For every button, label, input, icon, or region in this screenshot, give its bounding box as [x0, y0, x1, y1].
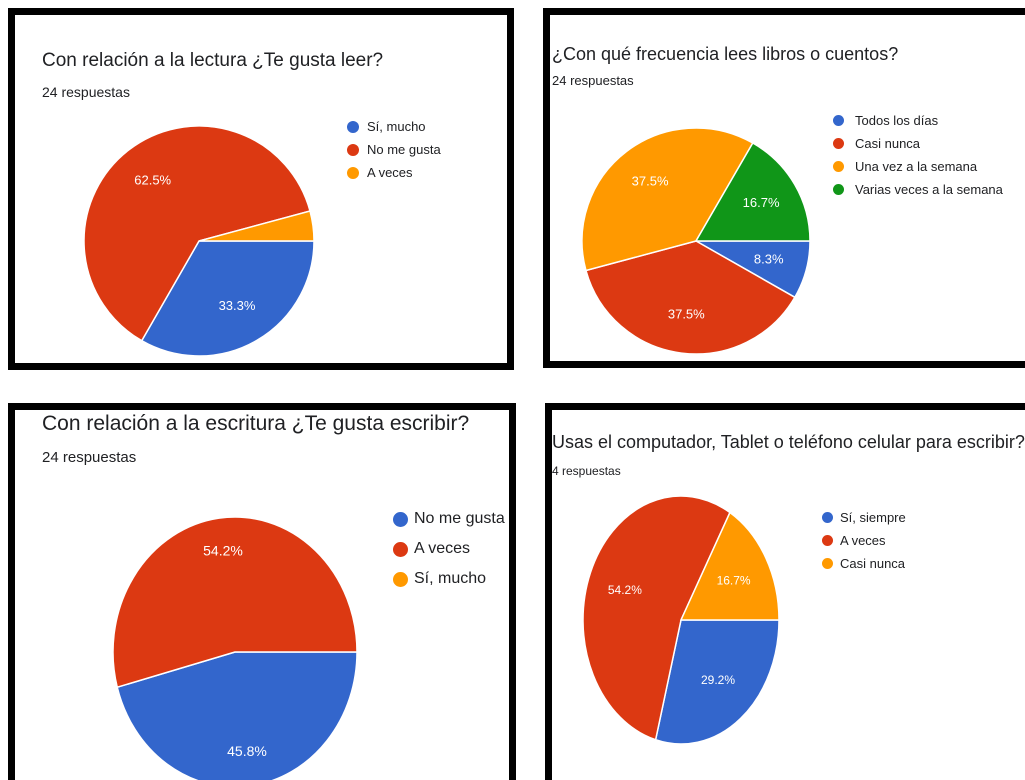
- slice-label: 16.7%: [717, 574, 751, 588]
- pie-slice[interactable]: [679, 511, 780, 621]
- slice-label: 8.3%: [754, 252, 784, 267]
- legend-swatch: [833, 138, 844, 149]
- legend-swatch: [393, 511, 408, 527]
- legend-swatch: [833, 184, 844, 195]
- pie-slice[interactable]: [112, 516, 358, 689]
- chart-panel-frecuencia: ¿Con qué frecuencia lees libros o cuento…: [543, 8, 1025, 368]
- pie-slice[interactable]: [582, 495, 731, 741]
- legend-swatch: [393, 571, 408, 587]
- legend-label: A veces: [840, 533, 886, 548]
- legend: Todos los días Casi nunca Una vez a la s…: [833, 109, 1003, 201]
- legend-label: Todos los días: [855, 113, 939, 128]
- legend-label: No me gusta: [414, 510, 505, 527]
- pie-slice[interactable]: [581, 127, 754, 272]
- pie-slice[interactable]: [116, 651, 358, 780]
- legend-swatch: [347, 143, 359, 156]
- response-count: 4 respuestas: [552, 464, 621, 478]
- pie-slice[interactable]: [198, 210, 315, 242]
- slice-label: 29.2%: [701, 673, 735, 687]
- legend-item[interactable]: A veces: [347, 161, 441, 184]
- legend-swatch: [347, 120, 359, 133]
- legend-label: A veces: [414, 540, 471, 557]
- legend-swatch: [347, 166, 359, 179]
- pie-slice[interactable]: [83, 125, 311, 342]
- pie-chart: 45.8% 54.2%: [112, 516, 358, 780]
- legend-item[interactable]: Casi nunca: [833, 132, 1003, 155]
- pie-slice[interactable]: [585, 240, 796, 355]
- legend-swatch: [833, 161, 844, 172]
- pie-chart: 33.3% 62.5%: [83, 125, 315, 357]
- legend-item[interactable]: A veces: [822, 529, 906, 552]
- slice-label: 54.2%: [203, 542, 243, 558]
- legend: Sí, siempre A veces Casi nunca: [822, 506, 906, 575]
- legend-item[interactable]: No me gusta: [347, 138, 441, 161]
- response-count: 24 respuestas: [42, 449, 137, 466]
- slice-label: 45.8%: [227, 743, 267, 759]
- pie-slice[interactable]: [654, 619, 780, 745]
- pie-slice[interactable]: [694, 141, 811, 242]
- slice-label: 62.5%: [134, 172, 171, 187]
- response-count: 24 respuestas: [42, 84, 130, 100]
- legend-label: Sí, mucho: [367, 119, 426, 134]
- legend-label: Casi nunca: [855, 136, 921, 151]
- legend-item[interactable]: Todos los días: [833, 109, 1003, 132]
- legend-label: Una vez a la semana: [855, 159, 978, 174]
- chart-panel-lectura: Con relación a la lectura ¿Te gusta leer…: [8, 8, 514, 370]
- legend-item[interactable]: A veces: [393, 534, 505, 564]
- pie-slice[interactable]: [140, 240, 315, 357]
- legend-item[interactable]: Sí, siempre: [822, 506, 906, 529]
- slice-label: 33.3%: [219, 298, 256, 313]
- legend-label: Varias veces a la semana: [855, 182, 1003, 197]
- legend-item[interactable]: Varias veces a la semana: [833, 178, 1003, 201]
- legend-label: Sí, siempre: [840, 510, 906, 525]
- pie-chart: 8.3% 37.5% 37.5% 16.7%: [581, 127, 811, 355]
- legend-swatch: [822, 512, 833, 523]
- legend-item[interactable]: Una vez a la semana: [833, 155, 1003, 178]
- legend: No me gusta A veces Sí, mucho: [393, 504, 505, 594]
- response-count: 24 respuestas: [552, 73, 634, 88]
- legend-item[interactable]: No me gusta: [393, 504, 505, 534]
- chart-panel-escritura: Con relación a la escritura ¿Te gusta es…: [8, 403, 516, 780]
- legend-item[interactable]: Sí, mucho: [393, 564, 505, 594]
- legend-item[interactable]: Casi nunca: [822, 552, 906, 575]
- legend-swatch: [833, 115, 844, 126]
- legend-swatch: [822, 535, 833, 546]
- chart-title: Con relación a la escritura ¿Te gusta es…: [42, 412, 470, 435]
- chart-title: ¿Con qué frecuencia lees libros o cuento…: [552, 44, 899, 64]
- legend-label: Sí, mucho: [414, 570, 487, 587]
- legend-item[interactable]: Sí, mucho: [347, 115, 441, 138]
- slice-label: 37.5%: [632, 173, 669, 188]
- slice-label: 37.5%: [668, 306, 705, 321]
- legend-swatch: [393, 541, 408, 557]
- slice-label: 16.7%: [743, 195, 780, 210]
- slice-label: 54.2%: [608, 583, 642, 597]
- legend-label: No me gusta: [367, 142, 441, 157]
- chart-panel-dispositivos: Usas el computador, Tablet o teléfono ce…: [545, 403, 1025, 780]
- chart-title: Con relación a la lectura ¿Te gusta leer…: [42, 50, 384, 71]
- chart-title: Usas el computador, Tablet o teléfono ce…: [552, 432, 1025, 452]
- legend-label: Casi nunca: [840, 556, 906, 571]
- legend: Sí, mucho No me gusta A veces: [347, 115, 441, 184]
- pie-chart: 29.2% 54.2% 16.7%: [582, 495, 780, 745]
- legend-swatch: [822, 558, 833, 569]
- legend-label: A veces: [367, 165, 413, 180]
